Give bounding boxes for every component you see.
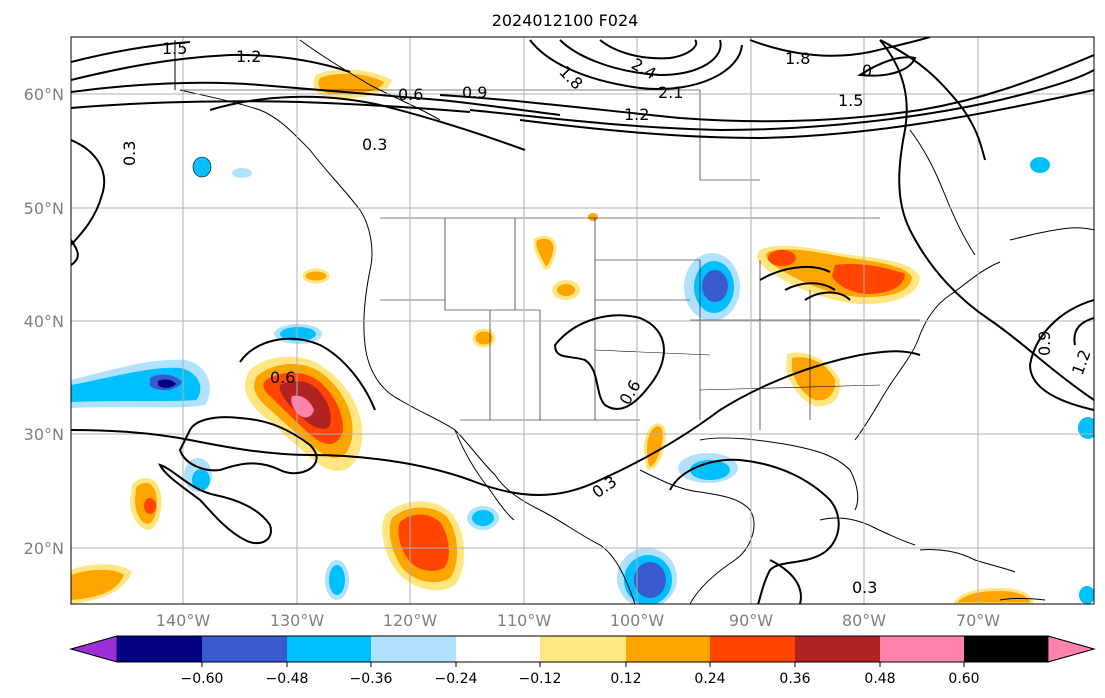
positive-area-great-lakes-west <box>768 250 796 266</box>
colorbar-segment <box>287 636 371 662</box>
colorbar-tick-label: 0.12 <box>610 671 641 687</box>
positive-area-baja-high <box>398 514 449 571</box>
colorbar-segment <box>456 636 540 662</box>
map-frame <box>70 36 1095 605</box>
positive-blob-nevada <box>472 328 496 348</box>
contour-label: 0.9 <box>1035 331 1054 356</box>
lon-label: 70°W <box>956 611 1000 630</box>
negative-blob-3-inner <box>280 327 316 341</box>
contour-label: 0.3 <box>362 135 387 154</box>
map-content: 1.5 1.2 0.6 0.9 0.3 0.3 1.8 2.4 2.1 1.2 … <box>71 37 1094 604</box>
lon-label: 140°W <box>156 611 211 630</box>
contour-label: 1.5 <box>838 91 863 110</box>
negative-blob-10 <box>1078 417 1094 439</box>
colorbar-segment <box>117 636 202 662</box>
contour-label: 1.2 <box>624 105 649 124</box>
coastlines <box>174 39 1094 604</box>
contour-label: 0.3 <box>120 141 139 166</box>
lat-label: 40°N <box>24 312 64 331</box>
contour-lines <box>71 37 1094 604</box>
positive-blob-texas <box>644 423 666 470</box>
colorbar-tick-label: −0.24 <box>435 671 478 687</box>
colorbar-tick-label: 0.24 <box>694 671 725 687</box>
shaded-anomalies <box>71 69 1094 604</box>
positive-area-west-blob-core <box>144 498 156 514</box>
colorbar-segment <box>795 636 880 662</box>
negative-blob-1 <box>192 156 212 178</box>
negative-blob-7-core <box>702 270 728 302</box>
lat-label: 60°N <box>24 85 64 104</box>
negative-blob-9-core <box>634 562 666 598</box>
positive-area-great-lakes-high <box>832 264 905 294</box>
lat-label: 30°N <box>24 425 64 444</box>
colorbar: −0.60 −0.48 −0.36 −0.24 −0.12 0.12 0.24 … <box>69 635 1096 687</box>
negative-blob-2 <box>232 168 252 178</box>
lon-label: 80°W <box>842 611 886 630</box>
colorbar-segment <box>880 636 964 662</box>
contour-label: 0.6 <box>398 85 423 104</box>
negative-blob-6-inner <box>472 510 494 526</box>
colorbar-over-arrow <box>1047 635 1096 663</box>
colorbar-tick-label: −0.36 <box>350 671 393 687</box>
gridlines <box>71 37 1094 604</box>
lon-label: 90°W <box>729 611 773 630</box>
political-borders <box>180 89 920 430</box>
contour-label: 0.6 <box>270 368 295 387</box>
lat-label: 20°N <box>24 539 64 558</box>
contour-label: 1.8 <box>785 49 810 68</box>
positive-blob-rockies-2-inner <box>557 284 575 296</box>
colorbar-ticks <box>201 662 965 667</box>
colorbar-segment <box>202 636 287 662</box>
colorbar-tick-label: −0.12 <box>519 671 562 687</box>
colorbar-segment <box>710 636 795 662</box>
negative-blob-11 <box>1079 586 1094 604</box>
lon-label: 130°W <box>270 611 325 630</box>
negative-blob-12 <box>1030 157 1050 173</box>
lon-label: 100°W <box>610 611 665 630</box>
contour-label: 1.5 <box>162 39 187 58</box>
lat-label: 50°N <box>24 199 64 218</box>
colorbar-tick-label: 0.48 <box>864 671 895 687</box>
positive-blob-rockies-1 <box>533 235 557 270</box>
colorbar-outline <box>69 635 1096 663</box>
colorbar-segment <box>371 636 456 662</box>
lon-label: 120°W <box>383 611 438 630</box>
colorbar-tick-label: 0.36 <box>779 671 810 687</box>
colorbar-segment <box>540 636 626 662</box>
negative-blob-5-inner <box>329 565 345 595</box>
contour-label: 0.9 <box>462 83 487 102</box>
positive-area-north-inner <box>318 73 384 95</box>
longitude-labels: 140°W 130°W 120°W 110°W 100°W 90°W 80°W … <box>156 611 1000 630</box>
negative-area-pacific-center <box>158 379 176 388</box>
colorbar-segment <box>964 636 1048 662</box>
contour-label: 0.3 <box>852 578 877 597</box>
negative-blob-4-inner <box>192 469 210 491</box>
map-title: 2024012100 F024 <box>492 11 639 30</box>
colorbar-segment <box>626 636 710 662</box>
positive-blob-pacific-small <box>302 268 330 284</box>
lon-label: 110°W <box>497 611 552 630</box>
positive-blob-dakota <box>588 213 598 221</box>
colorbar-tick-label: 0.60 <box>948 671 979 687</box>
colorbar-tick-labels: −0.60 −0.48 −0.36 −0.24 −0.12 0.12 0.24 … <box>181 671 980 687</box>
colorbar-tick-label: −0.48 <box>266 671 309 687</box>
colorbar-tick-label: −0.60 <box>181 671 224 687</box>
contour-label: 0 <box>862 61 872 80</box>
contour-label: 1.2 <box>236 47 261 66</box>
colorbar-under-arrow <box>69 635 118 663</box>
contour-label: 2.1 <box>658 83 683 102</box>
latitude-labels: 60°N 50°N 40°N 30°N 20°N <box>24 85 64 558</box>
positive-area-southwest-inner <box>71 569 124 600</box>
positive-area-caribbean <box>953 588 1034 604</box>
positive-area-southeast-inner <box>792 357 836 401</box>
